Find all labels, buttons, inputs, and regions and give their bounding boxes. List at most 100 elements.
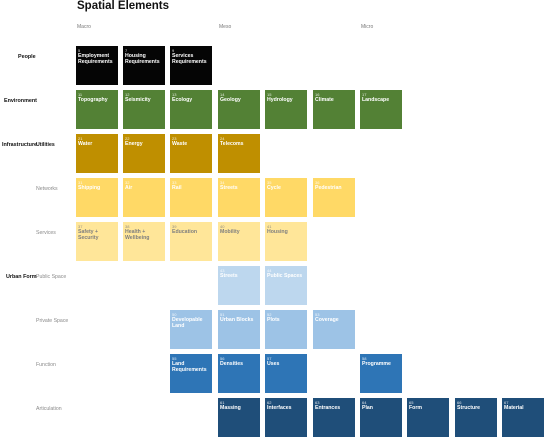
element-label: Landscape xyxy=(362,97,390,103)
element-number: 43 xyxy=(220,268,225,273)
element-tile-plan: 64 Plan xyxy=(360,398,402,437)
element-label: Employment Requirements xyxy=(78,53,113,66)
element-tile-programme: 58 Programme xyxy=(360,354,402,393)
element-tile-urban-blocks: 51 Urban Blocks xyxy=(218,310,260,349)
element-number: 38 xyxy=(125,224,130,229)
element-label: Shipping xyxy=(78,185,101,191)
element-number: 15 xyxy=(267,92,272,97)
element-number: 16 xyxy=(315,92,320,97)
row-category-environment: Environment xyxy=(4,98,37,104)
element-tile-employment-requirements: 5 Employment Requirements xyxy=(76,46,118,85)
element-label: Uses xyxy=(267,361,280,367)
element-number: 57 xyxy=(267,356,272,361)
element-number: 53 xyxy=(315,312,320,317)
element-label: Land Requirements xyxy=(172,361,207,374)
element-number: 37 xyxy=(78,224,83,229)
element-tile-pedestrian: 36 Pedestrian xyxy=(313,178,355,217)
element-label: Structure xyxy=(457,405,481,411)
scale-macro-label: Macro xyxy=(77,24,91,30)
row-subcategory-public-space: Public Space xyxy=(36,274,67,280)
element-label: Services Requirements xyxy=(172,53,207,66)
element-number: 55 xyxy=(172,356,177,361)
element-label: Education xyxy=(172,229,198,235)
element-label: Coverage xyxy=(315,317,339,323)
element-tile-massing: 61 Massing xyxy=(218,398,260,437)
element-tile-streets: 43 Streets xyxy=(218,266,260,305)
row-category-people: People xyxy=(18,54,36,60)
element-tile-uses: 57 Uses xyxy=(265,354,307,393)
element-tile-rail: 33 Rail xyxy=(170,178,212,217)
element-label: Urban Blocks xyxy=(220,317,254,323)
element-tile-mobility: 40 Mobility xyxy=(218,222,260,261)
element-tile-landscape: 17 Landscape xyxy=(360,90,402,129)
element-label: Densities xyxy=(220,361,244,367)
element-number: 62 xyxy=(267,400,272,405)
element-label: Public Spaces xyxy=(267,273,303,279)
element-label: Massing xyxy=(220,405,241,411)
element-number: 52 xyxy=(267,312,272,317)
element-tile-housing-requirements: 7 Housing Requirements xyxy=(123,46,165,85)
element-number: 56 xyxy=(220,356,225,361)
row-subcategory-function: Function xyxy=(36,362,56,368)
element-label: Entrances xyxy=(315,405,341,411)
element-number: 17 xyxy=(362,92,367,97)
element-tile-cycle: 35 Cycle xyxy=(265,178,307,217)
element-tile-geology: 14 Geology xyxy=(218,90,260,129)
element-label: Interfaces xyxy=(267,405,292,411)
element-tile-safety-security: 37 Safety + Security xyxy=(76,222,118,261)
element-label: Streets xyxy=(220,273,238,279)
page-title: Spatial Elements xyxy=(77,0,170,12)
element-number: 58 xyxy=(362,356,367,361)
element-label: Streets xyxy=(220,185,238,191)
element-label: Rail xyxy=(172,185,182,191)
element-label: Hydrology xyxy=(267,97,293,103)
element-number: 23 xyxy=(172,136,177,141)
row-subcategory-networks: Networks xyxy=(36,186,58,192)
scale-micro-label: Micro xyxy=(361,24,374,30)
element-label: Geology xyxy=(220,97,241,103)
element-label: Water xyxy=(78,141,93,147)
element-number: 44 xyxy=(267,268,272,273)
element-number: 51 xyxy=(220,312,225,317)
element-tile-hydrology: 15 Hydrology xyxy=(265,90,307,129)
element-tile-waste: 23 Waste xyxy=(170,134,212,173)
row-category-utilities: Infrastructure xyxy=(2,142,38,148)
element-label: Seismicity xyxy=(125,97,151,103)
element-tile-ecology: 13 Ecology xyxy=(170,90,212,129)
element-tile-services-requirements: 9 Services Requirements xyxy=(170,46,212,85)
element-label: Housing xyxy=(267,229,288,235)
element-number: 40 xyxy=(220,224,225,229)
element-number: 24 xyxy=(220,136,225,141)
element-tile-education: 39 Education xyxy=(170,222,212,261)
row-category-public-space: Urban Form xyxy=(6,274,37,280)
element-number: 5 xyxy=(78,48,81,53)
row-subcategory-private-space: Private Space xyxy=(36,318,69,324)
element-label: Telecoms xyxy=(220,141,244,147)
element-number: 61 xyxy=(220,400,225,405)
element-label: Developable Land xyxy=(172,317,203,330)
element-tile-interfaces: 62 Interfaces xyxy=(265,398,307,437)
row-subcategory-services: Services xyxy=(36,230,56,236)
element-number: 65 xyxy=(409,400,414,405)
element-number: 9 xyxy=(172,48,175,53)
element-number: 31 xyxy=(78,180,83,185)
element-tile-structure: 66 Structure xyxy=(455,398,497,437)
row-subcategory-utilities: Utilities xyxy=(36,142,55,148)
element-number: 63 xyxy=(315,400,320,405)
element-label: Energy xyxy=(125,141,143,147)
element-number: 41 xyxy=(267,224,272,229)
element-number: 66 xyxy=(457,400,462,405)
element-number: 33 xyxy=(172,180,177,185)
element-tile-plots: 52 Plots xyxy=(265,310,307,349)
element-tile-telecoms: 24 Telecoms xyxy=(218,134,260,173)
element-number: 50 xyxy=(172,312,177,317)
element-tile-health-wellbeing: 38 Health + Wellbeing xyxy=(123,222,165,261)
row-subcategory-articulation: Articulation xyxy=(36,406,62,412)
element-number: 22 xyxy=(125,136,130,141)
element-label: Ecology xyxy=(172,97,193,103)
element-number: 7 xyxy=(125,48,128,53)
element-label: Plots xyxy=(267,317,280,323)
element-label: Housing Requirements xyxy=(125,53,160,66)
element-label: Waste xyxy=(172,141,188,147)
element-tile-energy: 22 Energy xyxy=(123,134,165,173)
